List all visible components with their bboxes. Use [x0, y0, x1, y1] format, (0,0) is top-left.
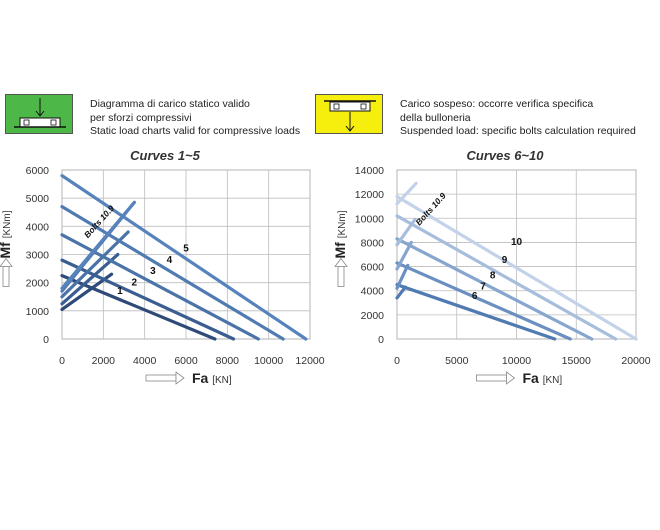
x-arrow-head-icon: [175, 371, 185, 385]
y-tick-label: 6000: [361, 262, 385, 274]
bolts-line-5: [60, 200, 136, 290]
bolts-line-6: [395, 285, 407, 300]
compressive-note-line-1: Diagramma di carico statico valido: [90, 98, 250, 110]
bolts-line-9: [395, 217, 417, 247]
y-tick-label: 10000: [355, 213, 384, 225]
y-axis-name: Mf: [0, 238, 13, 258]
series-line-2: [60, 258, 236, 341]
x-tick-label: 12000: [295, 355, 324, 367]
x-axis-title: Fa [KN]: [192, 370, 232, 386]
chart-title: Curves 6~10: [467, 148, 545, 163]
bolts-line-3: [60, 230, 130, 299]
curve-label: 1: [117, 286, 123, 297]
x-tick-label: 15000: [562, 355, 591, 367]
curve-label: 4: [167, 255, 173, 266]
chart-title: Curves 1~5: [130, 148, 201, 163]
y-axis-title: Mf [KNm]: [0, 210, 13, 258]
suspended-note-line-3: Suspended load: specific bolts calculati…: [400, 125, 636, 137]
chart-curves-6-10: Curves 6~10 0 5000 10000 15000 20000 0 2000 4000…: [332, 148, 651, 386]
suspended-load-note: Carico sospeso: occorre verifica specifi…: [400, 98, 636, 139]
x-tick-label: 4000: [133, 355, 157, 367]
y-tick-label: 0: [378, 334, 384, 346]
y-tick-label: 0: [43, 334, 49, 346]
compressive-note-line-2: per sforzi compressivi: [90, 111, 192, 124]
y-tick-label: 8000: [361, 237, 385, 249]
compressive-load-drawing: [14, 98, 66, 128]
x-tick-label: 10000: [502, 355, 531, 367]
x-tick-label: 5000: [445, 355, 469, 367]
curve-label: 6: [472, 291, 478, 302]
curve-label: 9: [502, 255, 508, 266]
suspended-note-line-2: della bulloneria: [400, 111, 471, 124]
y-arrow-icon: [2, 266, 10, 287]
x-axis-name: Fa: [523, 370, 543, 386]
curve-label: 8: [490, 271, 496, 282]
series-line-8: [395, 237, 594, 341]
x-tick-label: 10000: [254, 355, 283, 367]
x-tick-label: 0: [394, 355, 400, 367]
series-line-5: [60, 174, 308, 341]
x-axis-title: Fa [KN]: [523, 370, 563, 386]
charts-area: Curves 1~50 2000 4000 6000 8000 10000 12000010…: [0, 148, 651, 386]
y-tick-label: 14000: [355, 165, 384, 177]
y-tick-label: 5000: [26, 193, 50, 205]
x-tick-label: 6000: [174, 355, 198, 367]
series-line-9: [395, 214, 618, 341]
chart-curves-1-5: Curves 1~50 2000 4000 6000 8000 10000 12000010…: [0, 148, 325, 386]
x-tick-label: 8000: [216, 355, 240, 367]
y-axis-unit: [KNm]: [2, 210, 13, 238]
curve-label: 7: [480, 282, 486, 293]
y-tick-label: 12000: [355, 189, 384, 201]
x-axis-unit: [KN]: [212, 375, 232, 386]
x-tick-label: 0: [59, 355, 65, 367]
series-line-6: [395, 283, 557, 341]
x-arrow-head-icon: [506, 371, 516, 385]
suspended-load-icon: [315, 94, 383, 134]
x-arrow-icon: [145, 374, 177, 382]
x-arrow-icon: [476, 374, 507, 382]
bolts-line-2: [60, 252, 120, 306]
y-axis-unit: [KNm]: [337, 210, 348, 238]
curve-label: 10: [511, 237, 523, 248]
bolts-line-10: [395, 181, 418, 206]
x-tick-label: 20000: [621, 355, 650, 367]
y-arrow-head-icon: [0, 257, 13, 267]
compressive-note-line-3: Static load charts valid for compressive…: [90, 125, 301, 137]
curve-label: 2: [132, 277, 138, 288]
y-tick-label: 2000: [26, 278, 50, 290]
series-line-10: [395, 194, 638, 341]
y-tick-label: 2000: [361, 310, 385, 322]
curve-label: 3: [150, 266, 156, 277]
compressive-load-note: Diagramma di carico statico valido per s…: [90, 98, 300, 139]
x-axis-unit: [KN]: [543, 375, 563, 386]
y-axis-title: Mf [KNm]: [332, 210, 348, 258]
y-arrow-icon: [337, 266, 345, 287]
x-tick-label: 2000: [92, 355, 116, 367]
x-axis-name: Fa: [192, 370, 212, 386]
bolts-line-7: [395, 263, 410, 290]
compressive-load-icon: [5, 94, 73, 134]
y-axis-name: Mf: [332, 238, 348, 258]
y-tick-label: 4000: [26, 221, 50, 233]
bolts-line-8: [395, 240, 413, 271]
y-tick-label: 3000: [26, 250, 50, 262]
y-tick-label: 6000: [26, 165, 50, 177]
y-arrow-head-icon: [334, 257, 348, 267]
series-line-4: [60, 205, 285, 341]
y-tick-label: 4000: [361, 286, 385, 298]
suspended-note-line-1: Carico sospeso: occorre verifica specifi…: [400, 98, 594, 110]
series-line-7: [395, 261, 572, 341]
suspended-load-drawing: [324, 100, 376, 132]
curve-label: 5: [183, 244, 189, 255]
y-tick-label: 1000: [26, 306, 50, 318]
series-line-1: [60, 274, 217, 341]
